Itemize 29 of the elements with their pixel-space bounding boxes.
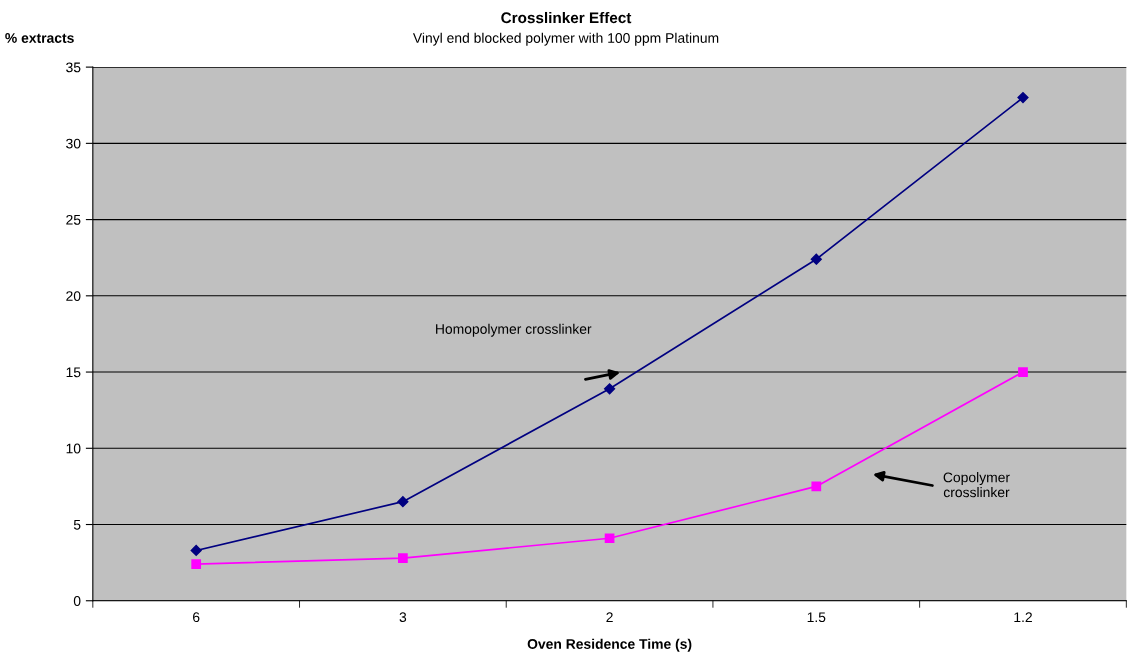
x-tick-label: 2 (606, 612, 613, 622)
point (398, 553, 408, 563)
x-tick-label: 3 (399, 612, 407, 623)
point (397, 496, 409, 508)
point (811, 481, 822, 492)
annotation: Copolymer crosslinker (943, 472, 1010, 498)
y-tick-label: 30 (66, 138, 81, 149)
x-tick-label: 1.2 (1014, 612, 1032, 622)
y-axis-title: % extracts (5, 33, 74, 43)
point (603, 383, 616, 395)
point (1018, 367, 1028, 377)
y-tick-label: 0 (73, 596, 81, 606)
y-tick-label: 25 (66, 214, 81, 225)
point (190, 544, 202, 557)
y-tick-label: 10 (66, 443, 81, 454)
x-tick-label: 6 (193, 612, 200, 623)
point (810, 253, 822, 265)
chart-subtitle: Vinyl end blocked polymer with 100 ppm Platinum (412, 32, 719, 46)
point (1017, 92, 1029, 104)
y-tick-label: 5 (73, 520, 81, 530)
y-tick-label: 35 (66, 62, 81, 73)
annotation: Homopolymer crosslinker (436, 323, 592, 337)
y-tick-label: 20 (66, 291, 81, 301)
chart-title: Crosslinker Effect (501, 11, 632, 24)
x-tick-label: 1.5 (807, 612, 826, 623)
x-axis-title: Oven Residence Time (s) (527, 638, 692, 652)
point (604, 533, 615, 544)
point (191, 559, 202, 570)
y-tick-label: 15 (66, 367, 81, 378)
